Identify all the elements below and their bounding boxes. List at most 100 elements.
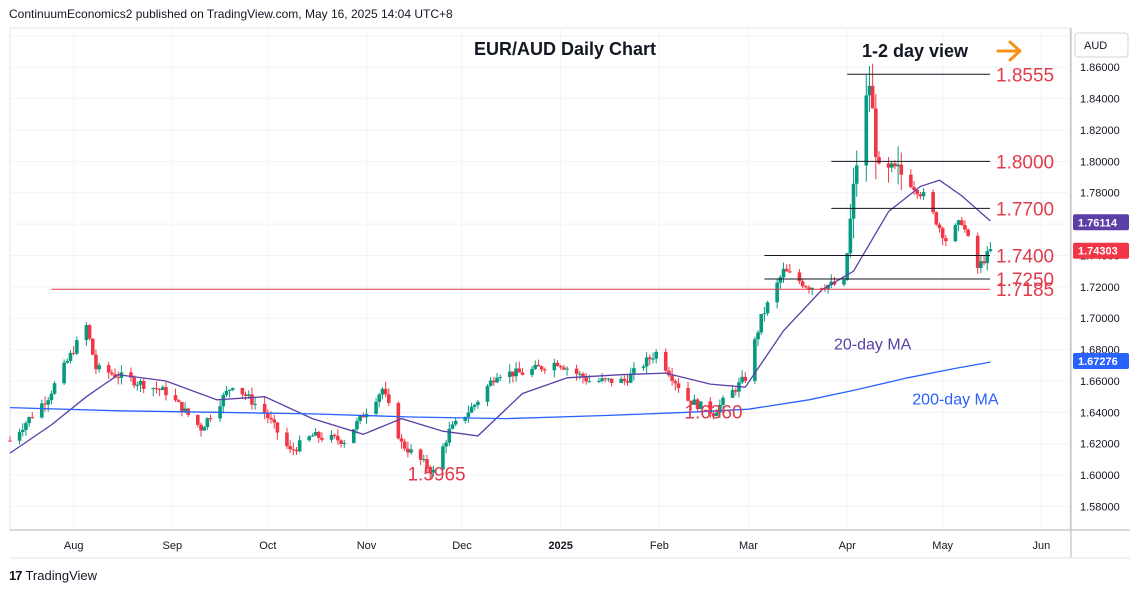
- y-tick-label: 1.78000: [1080, 188, 1120, 200]
- candle-body: [584, 377, 588, 382]
- candle-body: [784, 268, 789, 272]
- candle-body: [600, 378, 604, 382]
- candle-body: [931, 192, 935, 213]
- candle-body: [870, 85, 875, 109]
- candle-body: [27, 417, 31, 424]
- candle-body: [164, 387, 168, 396]
- candle-body: [753, 339, 757, 381]
- candle-body: [574, 368, 579, 374]
- candle-body: [49, 393, 54, 401]
- candle-body: [826, 285, 830, 290]
- candle-body: [339, 440, 343, 445]
- y-tick-label: 1.72000: [1080, 282, 1120, 294]
- ma-label: 200-day MA: [912, 392, 999, 409]
- y-tick-label: 1.66000: [1080, 376, 1120, 388]
- candle-body: [507, 371, 512, 378]
- candle-body: [46, 400, 50, 405]
- footer-brand[interactable]: TradingView: [25, 568, 98, 583]
- candle-body: [418, 449, 423, 460]
- candle-body: [332, 434, 337, 437]
- candle-body: [224, 390, 229, 396]
- candle-body: [291, 449, 296, 451]
- currency-label: AUD: [1084, 40, 1107, 52]
- candle-body: [138, 380, 143, 385]
- candle-body: [90, 338, 95, 355]
- candle-body: [227, 389, 232, 391]
- candle-body: [231, 388, 235, 390]
- candle-body: [625, 380, 630, 383]
- candle-body: [533, 364, 538, 369]
- candle-body: [492, 380, 496, 383]
- price-badge: [1073, 214, 1129, 231]
- candle-body: [94, 354, 98, 370]
- candle-body: [963, 225, 967, 230]
- candle-body: [714, 412, 719, 416]
- candle-body: [176, 400, 181, 402]
- candle-body: [966, 229, 970, 236]
- candle-body: [944, 238, 948, 242]
- candle-body: [240, 388, 245, 395]
- candle-body: [740, 376, 744, 383]
- ma-label: 20-day MA: [834, 337, 912, 354]
- candle-body: [110, 372, 114, 375]
- candle-body: [399, 438, 404, 442]
- candle-body: [8, 440, 12, 442]
- candle-body: [396, 402, 401, 439]
- level-label: 1.7400: [996, 246, 1054, 267]
- candle-body: [243, 394, 248, 396]
- candle-body: [711, 413, 716, 416]
- level-label: 1.8000: [996, 152, 1054, 173]
- candle-body: [383, 388, 388, 395]
- candle-body: [756, 332, 760, 340]
- candle-body: [444, 442, 448, 447]
- candle-body: [979, 261, 983, 268]
- candle-body: [940, 228, 945, 239]
- currency-box[interactable]: [1074, 32, 1129, 58]
- candle-body: [180, 401, 184, 413]
- candle-body: [918, 194, 923, 197]
- x-tick-label: May: [932, 540, 953, 552]
- candle-body: [40, 403, 44, 418]
- candle-body: [24, 423, 28, 430]
- candle-body: [288, 446, 292, 450]
- candle-body: [498, 377, 503, 379]
- x-tick-label: Feb: [650, 540, 669, 552]
- candle-body: [208, 418, 213, 420]
- candle-body: [565, 368, 569, 370]
- y-tick-label: 1.58000: [1080, 501, 1120, 513]
- candle-body: [377, 394, 382, 402]
- y-tick-label: 1.86000: [1080, 62, 1120, 74]
- candle-body: [511, 371, 515, 377]
- candle-body: [316, 432, 321, 438]
- candle-body: [469, 406, 474, 413]
- tradingview-logo-icon: 17: [9, 568, 23, 583]
- x-tick-label: Apr: [839, 540, 856, 552]
- candle-body: [495, 377, 499, 383]
- candle-body: [956, 220, 961, 225]
- level-label: 1.7250: [996, 270, 1054, 291]
- candle-body: [921, 192, 926, 197]
- candle-body: [87, 325, 92, 339]
- candle-body: [644, 357, 649, 367]
- candle-body: [135, 384, 140, 386]
- candle-body: [320, 437, 324, 440]
- candle-body: [800, 281, 805, 287]
- candle-body: [581, 373, 585, 378]
- candle-body: [485, 385, 490, 402]
- candle-body: [587, 381, 592, 383]
- candle-body: [896, 164, 900, 167]
- candle-body: [422, 459, 426, 461]
- candle-body: [765, 302, 770, 314]
- y-tick-label: 1.80000: [1080, 156, 1120, 168]
- candle-body: [718, 404, 722, 413]
- candle-body: [606, 378, 611, 380]
- candle-body: [667, 370, 671, 376]
- chart-title: EUR/AUD Daily Chart: [474, 39, 656, 59]
- candle-body: [262, 403, 267, 413]
- candle-body: [43, 403, 47, 405]
- candle-body: [829, 281, 834, 286]
- candle-body: [151, 388, 156, 390]
- candle-body: [651, 358, 655, 360]
- candle-body: [351, 429, 356, 443]
